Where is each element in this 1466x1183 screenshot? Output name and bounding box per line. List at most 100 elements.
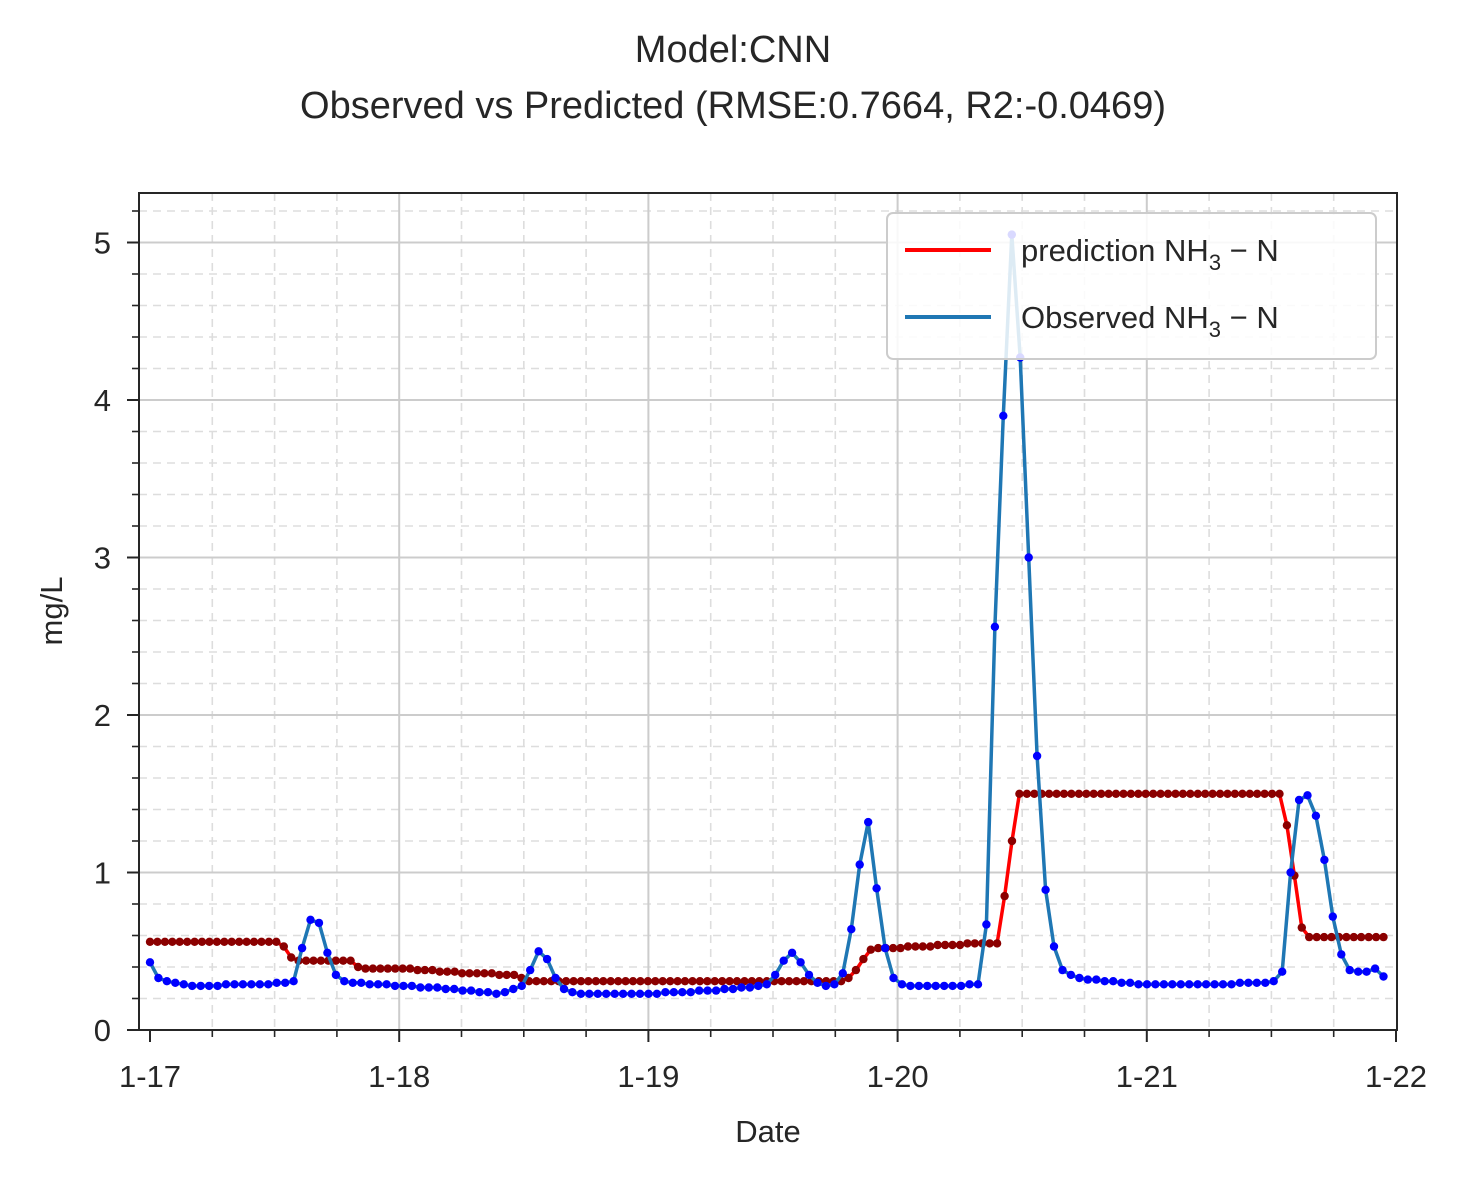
chart-title: Model:CNN xyxy=(635,29,831,71)
data-point xyxy=(196,981,205,991)
data-point xyxy=(1267,789,1277,798)
x-tick-label: 1-21 xyxy=(1116,1059,1178,1094)
data-point xyxy=(297,943,307,953)
data-point xyxy=(475,988,484,997)
data-point xyxy=(559,984,569,994)
data-point xyxy=(1097,789,1106,798)
data-point xyxy=(787,948,797,957)
data-point xyxy=(1104,789,1113,798)
data-point xyxy=(1186,789,1195,798)
data-point xyxy=(635,989,645,998)
data-point xyxy=(407,981,417,991)
y-tick-label: 0 xyxy=(94,1013,111,1048)
legend-label-observed-main: Observed NH xyxy=(1021,300,1209,335)
data-point xyxy=(1362,967,1371,976)
data-point xyxy=(918,942,927,951)
data-point xyxy=(963,939,972,948)
data-point xyxy=(1134,789,1143,798)
data-point xyxy=(534,947,543,956)
data-point xyxy=(391,964,400,973)
data-point xyxy=(413,965,422,975)
chart-subtitle: Observed vs Predicted (RMSE:0.7664, R2:-… xyxy=(300,85,1166,127)
data-point xyxy=(416,983,425,992)
data-point xyxy=(365,980,374,989)
data-point xyxy=(903,942,913,951)
data-point xyxy=(1075,973,1084,983)
data-point xyxy=(1030,789,1039,798)
data-point xyxy=(591,977,601,986)
data-point xyxy=(424,983,433,992)
data-point xyxy=(872,884,881,893)
data-point xyxy=(435,967,444,976)
data-point xyxy=(1176,980,1186,989)
data-point xyxy=(221,980,231,989)
data-point xyxy=(368,964,378,973)
data-point xyxy=(331,956,340,965)
data-point xyxy=(272,937,281,946)
data-point xyxy=(405,964,415,973)
data-point xyxy=(940,981,949,991)
x-tick-label: 1-19 xyxy=(617,1059,679,1094)
data-point xyxy=(145,937,155,946)
data-point xyxy=(249,937,259,946)
data-point xyxy=(1149,789,1158,798)
data-point xyxy=(1089,789,1098,798)
data-point xyxy=(220,937,229,946)
data-point xyxy=(1007,836,1017,846)
data-point xyxy=(230,980,239,989)
data-point xyxy=(1193,980,1202,989)
data-point xyxy=(584,977,593,986)
data-point xyxy=(711,986,721,995)
data-point xyxy=(621,977,630,986)
data-point xyxy=(204,981,214,991)
data-point xyxy=(889,973,898,983)
data-point xyxy=(652,989,662,998)
data-point xyxy=(669,988,678,997)
data-point xyxy=(747,977,757,986)
data-point xyxy=(992,939,1002,948)
data-point xyxy=(686,988,695,997)
series-line xyxy=(150,792,1384,983)
data-point xyxy=(1371,932,1381,942)
data-point xyxy=(911,942,920,951)
data-point xyxy=(1044,789,1054,798)
data-point xyxy=(1201,980,1211,989)
data-point xyxy=(1319,932,1329,942)
data-point xyxy=(235,937,244,946)
data-point xyxy=(948,981,957,991)
data-point xyxy=(346,956,355,965)
data-point xyxy=(153,937,162,946)
data-point xyxy=(1349,932,1359,942)
data-point xyxy=(973,980,983,989)
data-point xyxy=(1312,932,1321,942)
data-point xyxy=(160,937,170,946)
data-point xyxy=(666,977,675,986)
data-point xyxy=(1126,789,1136,798)
data-point xyxy=(353,962,363,972)
legend-label-prediction-main: prediction NH xyxy=(1021,233,1209,268)
data-point xyxy=(154,973,163,983)
data-point xyxy=(376,964,385,973)
data-point xyxy=(636,977,645,986)
data-point xyxy=(1294,795,1304,805)
data-point xyxy=(542,954,552,964)
data-point xyxy=(1142,980,1152,989)
data-point xyxy=(398,964,407,973)
legend: prediction NH3 − N Observed NH3 − N xyxy=(886,212,1377,360)
data-point xyxy=(287,953,296,962)
y-tick-label: 5 xyxy=(94,226,111,261)
data-point xyxy=(1244,978,1253,987)
data-point xyxy=(661,988,670,997)
data-point xyxy=(965,980,974,989)
data-point xyxy=(1041,885,1050,894)
data-point xyxy=(569,977,578,986)
data-point xyxy=(420,965,430,975)
data-point xyxy=(1261,978,1270,987)
data-point xyxy=(509,970,519,980)
series-layer xyxy=(145,230,1388,998)
data-point xyxy=(844,973,853,983)
data-point xyxy=(745,983,755,992)
data-point xyxy=(956,981,966,991)
data-point xyxy=(703,986,712,995)
data-point xyxy=(644,989,653,998)
